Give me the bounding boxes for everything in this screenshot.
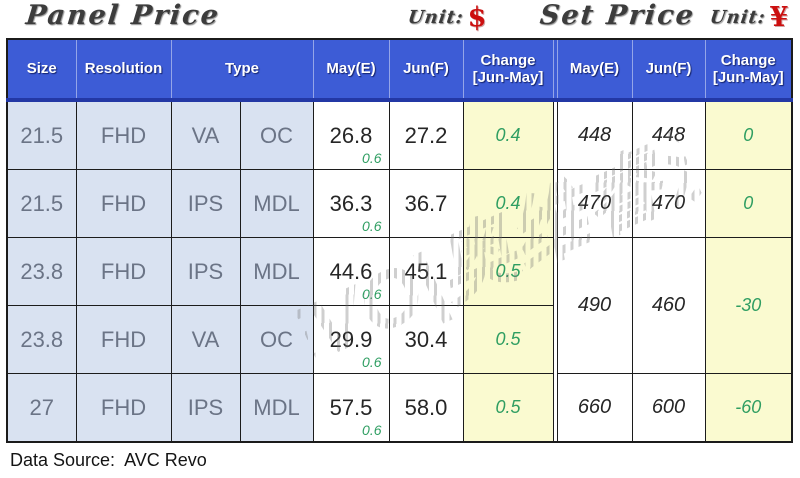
type1-cell: VA (170, 305, 241, 374)
panel-change-cell: 0.5 (462, 373, 554, 443)
set-price-title: Set Price (538, 0, 697, 31)
header-resolution: Resolution (75, 39, 171, 102)
set-unit-label: Unit: (708, 7, 768, 28)
type2-cell: MDL (239, 373, 314, 443)
size-cell: 21.5 (6, 99, 77, 170)
table-row: 23.8 FHD VA OC 29.9 0.6 30.4 0.5 (6, 305, 792, 374)
set-jun-cell-merged: 460 (631, 237, 706, 374)
panel-jun-cell: 45.1 (388, 237, 464, 306)
header-panel-change: Change [Jun-May] (462, 39, 553, 102)
dollar-icon: $ (467, 2, 487, 33)
panel-may-subvalue: 0.6 (362, 422, 382, 438)
header-set-change-line2: [Jun-May] (712, 69, 784, 86)
header-set-jun: Jun(F) (631, 39, 705, 102)
panel-change-cell: 0.5 (462, 305, 554, 374)
set-jun-cell: 470 (631, 169, 706, 238)
price-table: Size Resolution Type May(E) Jun(F) Chang… (6, 38, 793, 443)
header-set-change-line1: Change (720, 51, 776, 69)
size-cell: 21.5 (6, 169, 77, 238)
type1-cell: VA (170, 99, 241, 170)
set-change-cell: 0 (704, 99, 793, 170)
type1-cell: IPS (170, 237, 241, 306)
set-may-cell: 660 (556, 373, 633, 443)
panel-unit: Unit: $ (406, 2, 487, 33)
header-panel-change-line1: Change (480, 51, 536, 69)
set-change-cell: 0 (704, 169, 793, 238)
panel-may-value: 36.3 (329, 190, 373, 216)
panel-price-title: Panel Price (24, 0, 222, 31)
header-panel-jun: Jun(F) (388, 39, 463, 102)
header-set-change: Change [Jun-May] (704, 39, 792, 102)
panel-may-cell: 36.3 0.6 (312, 169, 390, 238)
panel-jun-cell: 36.7 (388, 169, 464, 238)
type2-cell: MDL (239, 169, 314, 238)
header-size: Size (6, 39, 76, 102)
panel-unit-label: Unit: (406, 7, 466, 28)
type1-cell: IPS (170, 169, 241, 238)
set-unit: Unit: ¥ (708, 2, 789, 33)
table-row: 21.5 FHD IPS MDL 36.3 0.6 36.7 0.4 470 47… (6, 169, 793, 238)
panel-may-cell: 44.6 0.6 (312, 237, 390, 306)
panel-may-subvalue: 0.6 (362, 354, 382, 370)
set-may-cell: 448 (556, 99, 633, 170)
header-set-may: May(E) (556, 39, 632, 102)
panel-may-value: 57.5 (329, 394, 373, 420)
resolution-cell: FHD (75, 99, 172, 170)
panel-may-cell: 57.5 0.6 (312, 373, 390, 443)
type1-cell: IPS (170, 373, 241, 443)
table-row: 21.5 FHD VA OC 26.8 0.6 27.2 0.4 448 448 … (6, 99, 793, 170)
set-jun-cell: 448 (631, 99, 706, 170)
header-panel-change-line2: [Jun-May] (472, 69, 544, 86)
data-source-note: Data Source: AVC Revo (10, 450, 207, 470)
panel-may-value: 26.8 (329, 122, 373, 148)
table-row: 23.8 FHD IPS MDL 44.6 0.6 45.1 0.5 490 46… (6, 237, 793, 374)
size-cell: 23.8 (6, 305, 77, 374)
yuan-icon: ¥ (769, 2, 789, 33)
panel-change-cell: 0.4 (462, 99, 554, 170)
section-divider (552, 39, 557, 102)
panel-may-value: 44.6 (329, 258, 373, 284)
header-panel-may: May(E) (312, 39, 389, 102)
resolution-cell: FHD (75, 237, 172, 306)
type2-cell: OC (239, 99, 314, 170)
set-change-cell: -60 (704, 373, 793, 443)
header-row: Size Resolution Type May(E) Jun(F) Chang… (6, 39, 792, 102)
panel-may-value: 29.9 (329, 326, 373, 352)
size-cell: 23.8 (6, 237, 77, 306)
section-divider (552, 305, 558, 374)
panel-change-cell: 0.5 (462, 237, 554, 306)
set-may-cell-merged: 490 (556, 237, 633, 374)
panel-jun-cell: 30.4 (388, 305, 464, 374)
panel-may-subvalue: 0.6 (362, 150, 382, 166)
panel-may-cell: 26.8 0.6 (312, 99, 390, 170)
table-row: 27 FHD IPS MDL 57.5 0.6 58.0 0.5 660 600 … (6, 373, 793, 443)
set-may-cell: 470 (556, 169, 633, 238)
set-jun-cell: 600 (631, 373, 706, 443)
panel-jun-cell: 58.0 (388, 373, 464, 443)
panel-change-cell: 0.4 (462, 169, 554, 238)
size-cell: 27 (6, 373, 77, 443)
resolution-cell: FHD (75, 373, 172, 443)
resolution-cell: FHD (75, 169, 172, 238)
panel-jun-cell: 27.2 (388, 99, 464, 170)
panel-may-cell: 29.9 0.6 (312, 305, 390, 374)
set-change-cell-merged: -30 (704, 237, 793, 374)
type2-cell: MDL (239, 237, 314, 306)
panel-may-subvalue: 0.6 (362, 286, 382, 302)
header-type: Type (170, 39, 313, 102)
panel-may-subvalue: 0.6 (362, 218, 382, 234)
type2-cell: OC (239, 305, 314, 374)
resolution-cell: FHD (75, 305, 172, 374)
